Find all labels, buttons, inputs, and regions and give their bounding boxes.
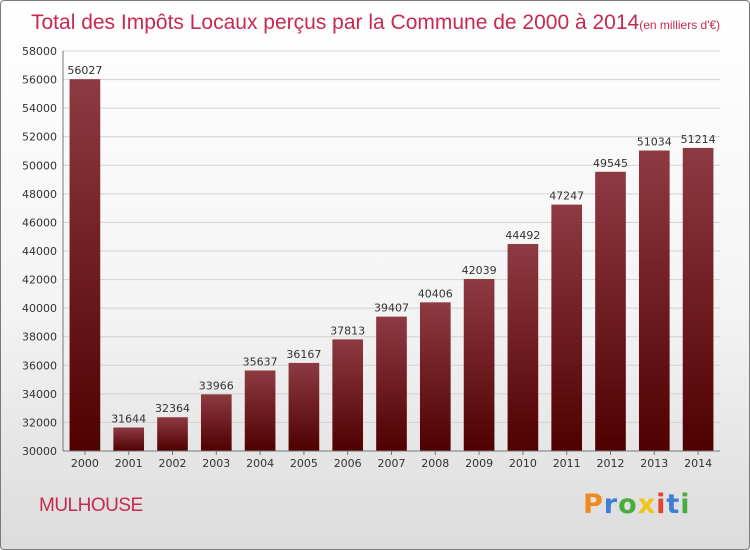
bar	[463, 279, 495, 451]
bar-value-labels: 56027 31644 32364 33966 35637 36167 37813 39407…	[67, 64, 715, 425]
x-tick-label: 2005	[290, 457, 318, 470]
logo-letter: r	[603, 489, 619, 520]
logo-letter: i	[680, 489, 691, 520]
bar	[376, 316, 407, 451]
x-tick-label: 2008	[421, 457, 449, 470]
logo-letter: t	[666, 489, 681, 520]
bar	[682, 147, 714, 451]
y-tick-label: 44000	[22, 245, 57, 258]
bar-value-label: 39407	[374, 302, 409, 315]
bar	[288, 362, 320, 451]
bar	[595, 171, 626, 452]
bar-value-label: 32364	[155, 402, 190, 415]
x-tick-label: 2007	[378, 457, 406, 470]
bar	[69, 79, 101, 451]
bar	[332, 339, 364, 451]
x-axis-ticks: 2000 2001 2002 2003 2004 2005 2006 2007 2008 2009…	[71, 451, 712, 470]
y-tick-label: 34000	[22, 388, 57, 401]
y-tick-label: 36000	[22, 359, 57, 372]
chart-title-main: Total des Impôts Locaux perçus par la Co…	[31, 11, 640, 34]
bar-value-label: 31644	[111, 413, 146, 426]
y-tick-label: 32000	[22, 416, 57, 429]
y-tick-label: 38000	[22, 331, 57, 344]
bar	[507, 243, 539, 451]
bar	[419, 302, 451, 451]
logo-letter: o	[618, 489, 638, 520]
chart-title-unit: (en milliers d'€)	[639, 18, 720, 32]
x-tick-label: 2010	[509, 457, 537, 470]
x-tick-label: 2013	[640, 457, 668, 470]
y-tick-label: 40000	[22, 302, 57, 315]
x-tick-label: 2003	[202, 457, 230, 470]
y-tick-label: 54000	[22, 102, 57, 115]
logo-letter: x	[637, 489, 657, 520]
logo-letter: P	[583, 489, 604, 520]
bar	[244, 370, 276, 451]
bar-value-label: 51214	[681, 133, 716, 146]
x-tick-label: 2011	[553, 457, 581, 470]
bar-value-label: 33966	[199, 379, 234, 392]
logo-letter: i	[656, 489, 667, 520]
x-tick-label: 2009	[465, 457, 493, 470]
x-tick-label: 2012	[597, 457, 625, 470]
y-tick-label: 56000	[22, 74, 57, 87]
chart-title: Total des Impôts Locaux perçus par la Co…	[31, 11, 720, 34]
bar	[551, 204, 583, 451]
y-tick-label: 52000	[22, 131, 57, 144]
y-tick-label: 30000	[22, 445, 57, 458]
bar-value-label: 36167	[286, 348, 321, 361]
bar-value-label: 51034	[637, 136, 672, 149]
bar-value-label: 49545	[593, 157, 628, 170]
x-tick-label: 2014	[684, 457, 712, 470]
x-tick-label: 2001	[115, 457, 143, 470]
bar-value-label: 56027	[67, 64, 102, 77]
bar-value-label: 44492	[505, 229, 540, 242]
proxiti-logo[interactable]: Proxiti	[583, 489, 691, 520]
x-tick-label: 2004	[246, 457, 274, 470]
bar	[157, 417, 188, 451]
bar-value-label: 42039	[462, 264, 497, 277]
y-tick-label: 42000	[22, 274, 57, 287]
bar-value-label: 35637	[243, 355, 278, 368]
x-tick-label: 2000	[71, 457, 99, 470]
x-tick-label: 2002	[159, 457, 187, 470]
bar-value-label: 47247	[549, 190, 584, 203]
commune-name: MULHOUSE	[39, 495, 143, 516]
bar-value-label: 37813	[330, 324, 365, 337]
bar	[638, 150, 670, 451]
y-tick-label: 46000	[22, 216, 57, 229]
y-tick-label: 48000	[22, 188, 57, 201]
bar	[200, 394, 232, 451]
y-axis-ticks: 30000 32000 34000 36000 38000 40000 42000 44000…	[22, 45, 57, 458]
bar	[113, 427, 145, 451]
x-tick-label: 2006	[334, 457, 362, 470]
y-tick-label: 50000	[22, 159, 57, 172]
y-tick-label: 58000	[22, 45, 57, 58]
bars	[69, 79, 714, 452]
bar-value-label: 40406	[418, 287, 453, 300]
